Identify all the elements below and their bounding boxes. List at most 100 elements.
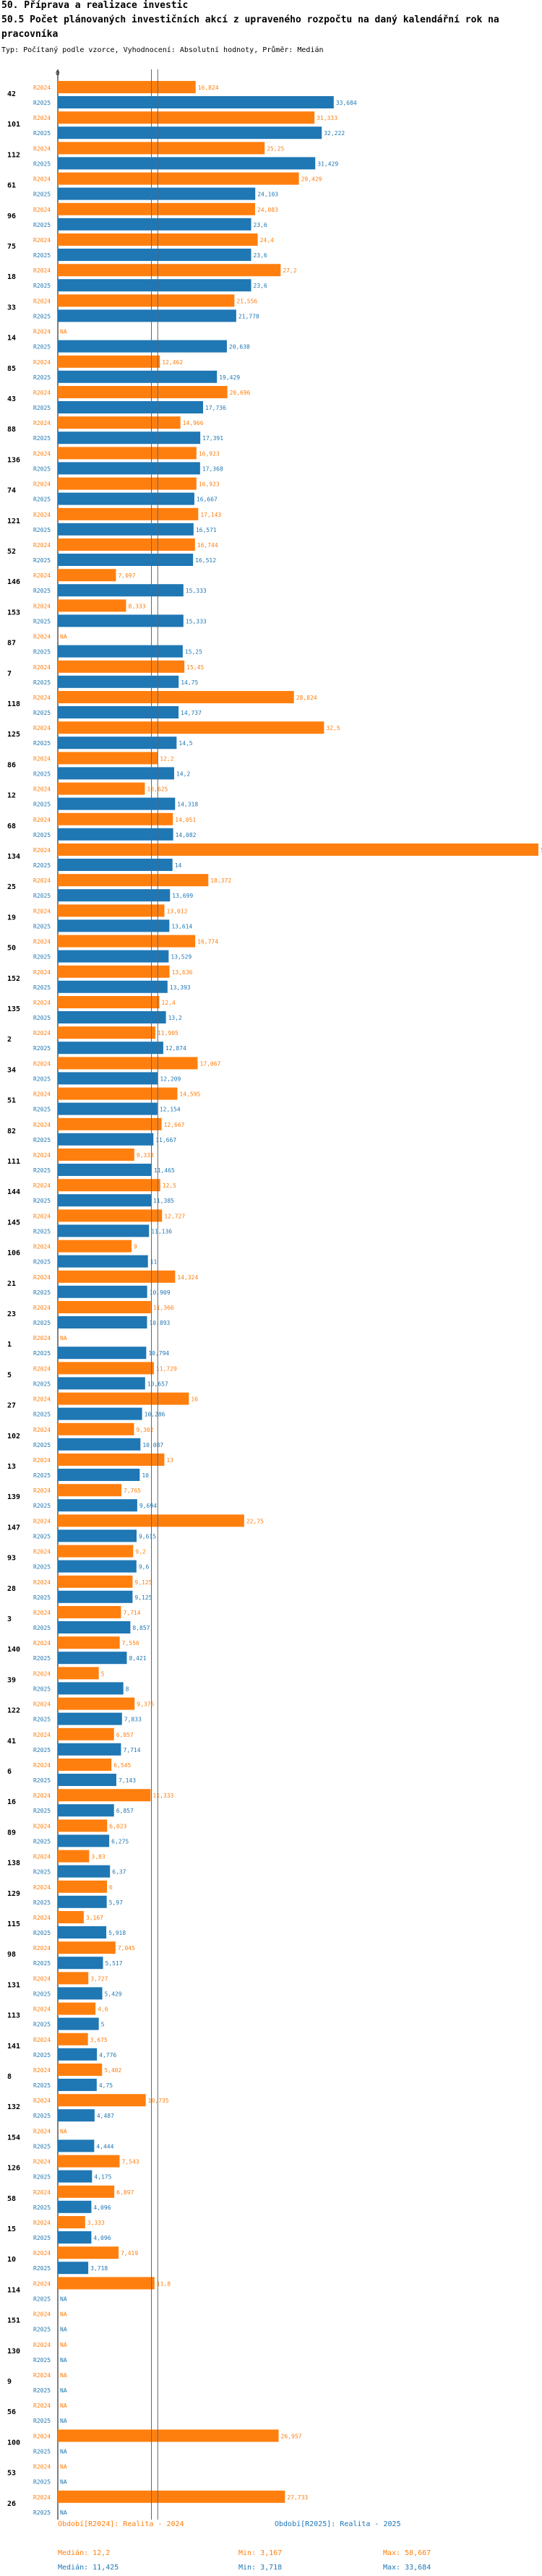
bar-value-label: 7,765 (124, 1487, 141, 1494)
group-label: 43 (7, 395, 16, 403)
bar-value-label: 11,333 (152, 1793, 173, 1799)
bar-r2024 (58, 1484, 122, 1497)
group-label: 113 (7, 2012, 20, 2020)
bar-r2024 (58, 1514, 244, 1527)
bar-r2024 (58, 1179, 160, 1192)
series-label-r2024: R2024 (33, 1030, 51, 1036)
group-label: 19 (7, 914, 16, 922)
bar-r2025 (58, 584, 184, 597)
group-label: 140 (7, 1646, 20, 1654)
series-label-r2024: R2024 (33, 1732, 51, 1738)
group-label: 27 (7, 1402, 16, 1410)
series-label-r2025: R2025 (33, 1350, 51, 1357)
bar-value-label: 12,667 (164, 1122, 185, 1128)
group-label: 146 (7, 578, 20, 586)
bar-value-label: 11,385 (153, 1198, 174, 1204)
series-label-r2024: R2024 (33, 969, 51, 976)
bar-value-label: 14 (175, 862, 182, 869)
bar-value-label: 25,25 (267, 145, 284, 152)
bar-r2024 (58, 2064, 103, 2076)
bar-r2024 (58, 1270, 176, 1283)
series-label-r2024: R2024 (33, 2403, 51, 2409)
series-label-r2025: R2025 (33, 2143, 51, 2150)
bar-value-label: 9,615 (139, 1533, 156, 1540)
bar-value-label: 11,366 (153, 1305, 174, 1311)
bar-value-label: 24,103 (257, 192, 278, 198)
bar-value-label: 13,699 (172, 893, 193, 899)
bar-value-label: 4,175 (94, 2174, 111, 2181)
group-label: 5 (7, 1371, 12, 1379)
bar-value-label: 9,375 (137, 1701, 154, 1708)
bar-value-label: 17,391 (202, 435, 223, 442)
bar-r2024 (58, 1149, 134, 1161)
bar-r2025 (58, 279, 251, 292)
bar-r2025 (58, 2231, 92, 2244)
bar-r2025 (58, 614, 184, 627)
series-label-r2024: R2024 (33, 1640, 51, 1647)
series-label-r2024: R2024 (33, 847, 51, 854)
series-label-r2024: R2024 (33, 1762, 51, 1769)
bar-r2025 (58, 1194, 152, 1207)
series-label-r2025: R2025 (33, 1289, 51, 1296)
group-label: 16 (7, 1798, 16, 1806)
series-label-r2025: R2025 (33, 1930, 51, 1936)
group-label: 14 (7, 335, 16, 343)
bar-value-label: 11,8 (157, 2280, 171, 2287)
na-label: NA (60, 2403, 67, 2409)
bar-r2024 (58, 1575, 133, 1588)
bar-value-label: 3,83 (91, 1854, 105, 1860)
group-label: 147 (7, 1524, 20, 1532)
bar-r2025 (58, 859, 173, 871)
bar-value-label: 23,6 (254, 222, 267, 228)
bar-value-label: 22,75 (246, 1518, 264, 1524)
bar-r2025 (58, 2109, 95, 2122)
bar-value-label: 16,923 (199, 450, 220, 457)
group-label: 42 (7, 90, 16, 98)
series-label-r2024: R2024 (33, 176, 51, 183)
series-label-r2024: R2024 (33, 572, 51, 579)
legend-r2024-label: Období[R2024]: Realita - 2024 (58, 2520, 184, 2528)
series-label-r2024: R2024 (33, 939, 51, 945)
bar-r2024 (58, 1026, 155, 1039)
series-label-r2024: R2024 (33, 420, 51, 426)
bar-r2024 (58, 294, 235, 307)
bar-r2024 (58, 599, 126, 612)
chart-subtitle: Typ: Počítaný podle vzorce, Vyhodnocení:… (1, 46, 324, 54)
bar-r2025 (58, 2170, 93, 2183)
group-label: 41 (7, 1738, 16, 1746)
series-label-r2025: R2025 (33, 557, 51, 564)
series-label-r2025: R2025 (33, 649, 51, 656)
bar-r2025 (58, 492, 194, 505)
bar-value-label: 24,083 (257, 207, 278, 213)
bar-r2024 (58, 1941, 116, 1954)
bar-value-label: 13,614 (171, 923, 192, 929)
bar-r2025 (58, 2048, 98, 2061)
series-label-r2024: R2024 (33, 817, 51, 823)
bar-value-label: 21,778 (238, 313, 259, 319)
bar-value-label: 4,096 (93, 2235, 111, 2241)
group-label: 53 (7, 2470, 16, 2478)
group-label: 153 (7, 609, 20, 617)
series-label-r2025: R2025 (33, 1747, 51, 1753)
group-label: 100 (7, 2439, 20, 2447)
bar-r2025 (58, 2079, 97, 2091)
bar-r2024 (58, 1972, 89, 1985)
bar-r2025 (58, 2139, 95, 2152)
bar-value-label: 13,529 (171, 954, 192, 961)
group-label: 61 (7, 182, 16, 190)
group-label: 121 (7, 518, 20, 525)
series-label-r2025: R2025 (33, 1107, 51, 1113)
series-label-r2025: R2025 (33, 1259, 51, 1266)
series-label-r2025: R2025 (33, 465, 51, 472)
group-label: 112 (7, 151, 20, 159)
bar-value-label: 15,333 (186, 588, 207, 594)
series-label-r2024: R2024 (33, 207, 51, 213)
bar-r2025 (58, 1133, 154, 1146)
group-label: 7 (7, 670, 12, 678)
group-label: 134 (7, 853, 20, 861)
group-label: 68 (7, 823, 16, 830)
bar-value-label: 6,275 (111, 1838, 129, 1845)
bar-r2024 (58, 1667, 99, 1680)
bar-value-label: 15,45 (186, 664, 204, 671)
group-label: 39 (7, 1676, 16, 1684)
